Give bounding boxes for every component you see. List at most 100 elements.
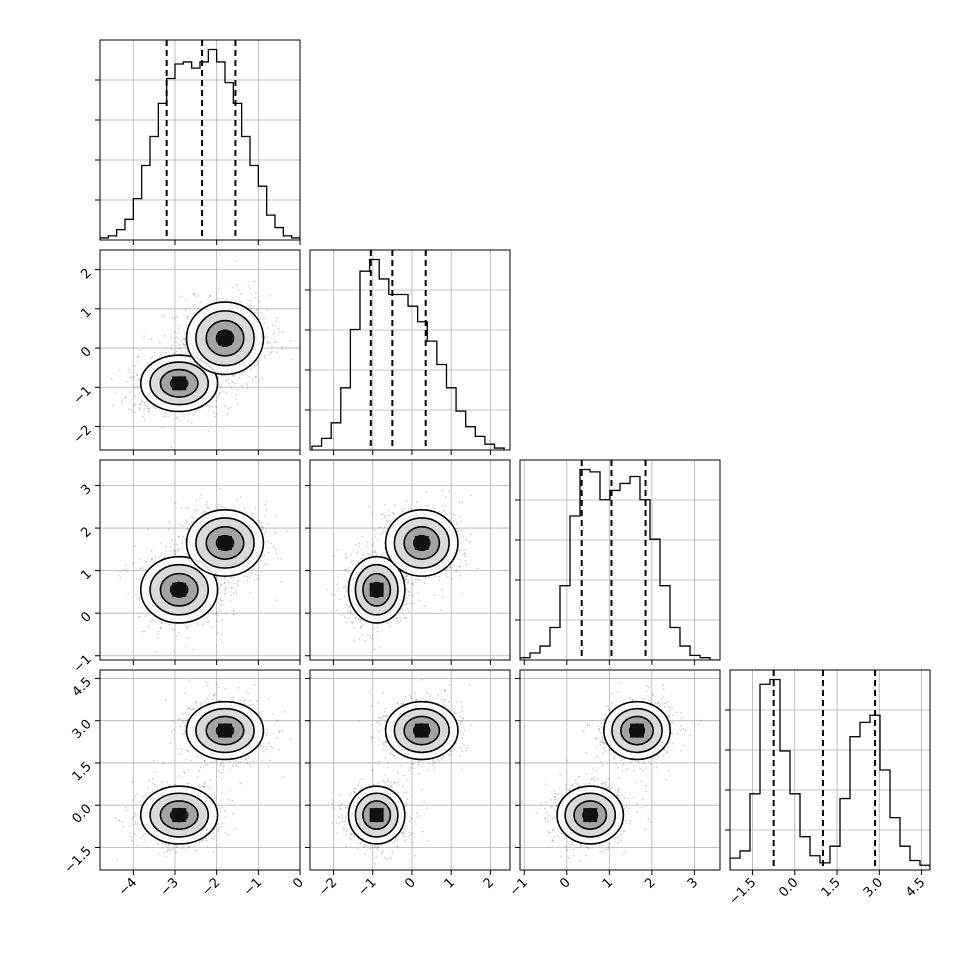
scatter-point [280, 557, 282, 560]
scatter-point [263, 554, 265, 557]
scatter-point [215, 611, 218, 614]
scatter-point [383, 503, 386, 506]
scatter-point [217, 823, 219, 825]
scatter-point [247, 284, 250, 287]
scatter-point [219, 578, 222, 581]
scatter-point [330, 593, 333, 595]
scatter-point [117, 820, 120, 822]
scatter-point [214, 415, 217, 418]
scatter-point [257, 312, 260, 315]
scatter-point [449, 566, 452, 569]
scatter-point [176, 350, 178, 353]
scatter-point [382, 531, 384, 534]
scatter-point [463, 553, 465, 555]
scatter-point [369, 635, 372, 638]
scatter-point [426, 504, 429, 507]
scatter-point [153, 783, 156, 786]
scatter-point [371, 513, 374, 516]
scatter-point [264, 503, 267, 506]
scatter-point [275, 599, 278, 602]
scatter-point [267, 340, 269, 343]
scatter-point [463, 549, 466, 552]
scatter-point [258, 318, 261, 321]
scatter-point [267, 326, 270, 329]
scatter-point [266, 341, 269, 344]
scatter-point [388, 522, 391, 525]
scatter-point [239, 496, 242, 498]
scatter-point [374, 551, 377, 554]
scatter-point [275, 552, 278, 555]
scatter-point [199, 493, 202, 496]
scatter-point [141, 400, 144, 402]
panel-2-2 [515, 459, 721, 665]
scatter-point [134, 403, 137, 405]
scatter-point [240, 293, 243, 295]
scatter-point [354, 617, 357, 619]
scatter-point [423, 582, 426, 584]
scatter-point [234, 582, 237, 585]
scatter-point [281, 345, 284, 348]
scatter-point [185, 520, 187, 522]
scatter-point [195, 295, 198, 298]
scatter-point [353, 626, 355, 629]
scatter-point [404, 578, 407, 580]
scatter-point [254, 507, 257, 510]
scatter-point [173, 553, 176, 555]
scatter-point [302, 502, 304, 504]
scatter-point [220, 633, 223, 635]
scatter-point [255, 292, 257, 294]
density-peak [172, 376, 187, 391]
scatter-point [250, 308, 253, 310]
scatter-point [367, 633, 369, 636]
scatter-point [218, 503, 220, 506]
scatter-point [270, 351, 272, 354]
scatter-point [161, 426, 164, 429]
scatter-point [405, 603, 408, 605]
scatter-point [229, 761, 231, 763]
scatter-point [383, 516, 386, 519]
scatter-point [138, 392, 141, 395]
scatter-point [211, 626, 214, 628]
scatter-point [403, 603, 405, 606]
scatter-point [238, 376, 241, 379]
scatter-point [223, 427, 225, 430]
scatter-point [147, 411, 150, 413]
scatter-point [249, 299, 252, 302]
scatter-point [120, 400, 123, 402]
scatter-point [182, 415, 185, 417]
scatter-point [224, 589, 226, 591]
scatter-point [277, 328, 280, 330]
scatter-point [456, 527, 459, 530]
scatter-point [361, 624, 363, 627]
scatter-point [129, 376, 132, 379]
scatter-point [232, 609, 235, 612]
scatter-point [233, 613, 235, 616]
scatter-point [368, 505, 371, 508]
scatter-point [274, 320, 277, 323]
scatter-point [232, 812, 235, 815]
scatter-point [124, 569, 126, 571]
scatter-point [167, 528, 170, 531]
scatter-point [213, 694, 216, 697]
scatter-point [162, 415, 165, 418]
scatter-point [182, 845, 185, 848]
scatter-point [470, 494, 472, 497]
scatter-point [263, 563, 266, 566]
scatter-point [407, 582, 409, 584]
scatter-point [133, 404, 135, 406]
y-tick-label: 1 [78, 567, 94, 583]
scatter-point [350, 553, 353, 556]
scatter-point [220, 583, 223, 586]
scatter-point [186, 317, 188, 320]
scatter-point [405, 578, 407, 580]
scatter-point [143, 630, 146, 633]
scatter-point [156, 636, 159, 639]
scatter-point [348, 612, 351, 614]
scatter-point [267, 551, 270, 554]
scatter-point [184, 625, 187, 627]
scatter-point [155, 651, 157, 653]
scatter-point [375, 554, 378, 557]
scatter-point [232, 375, 235, 378]
scatter-point [454, 570, 457, 573]
scatter-point [358, 545, 360, 548]
